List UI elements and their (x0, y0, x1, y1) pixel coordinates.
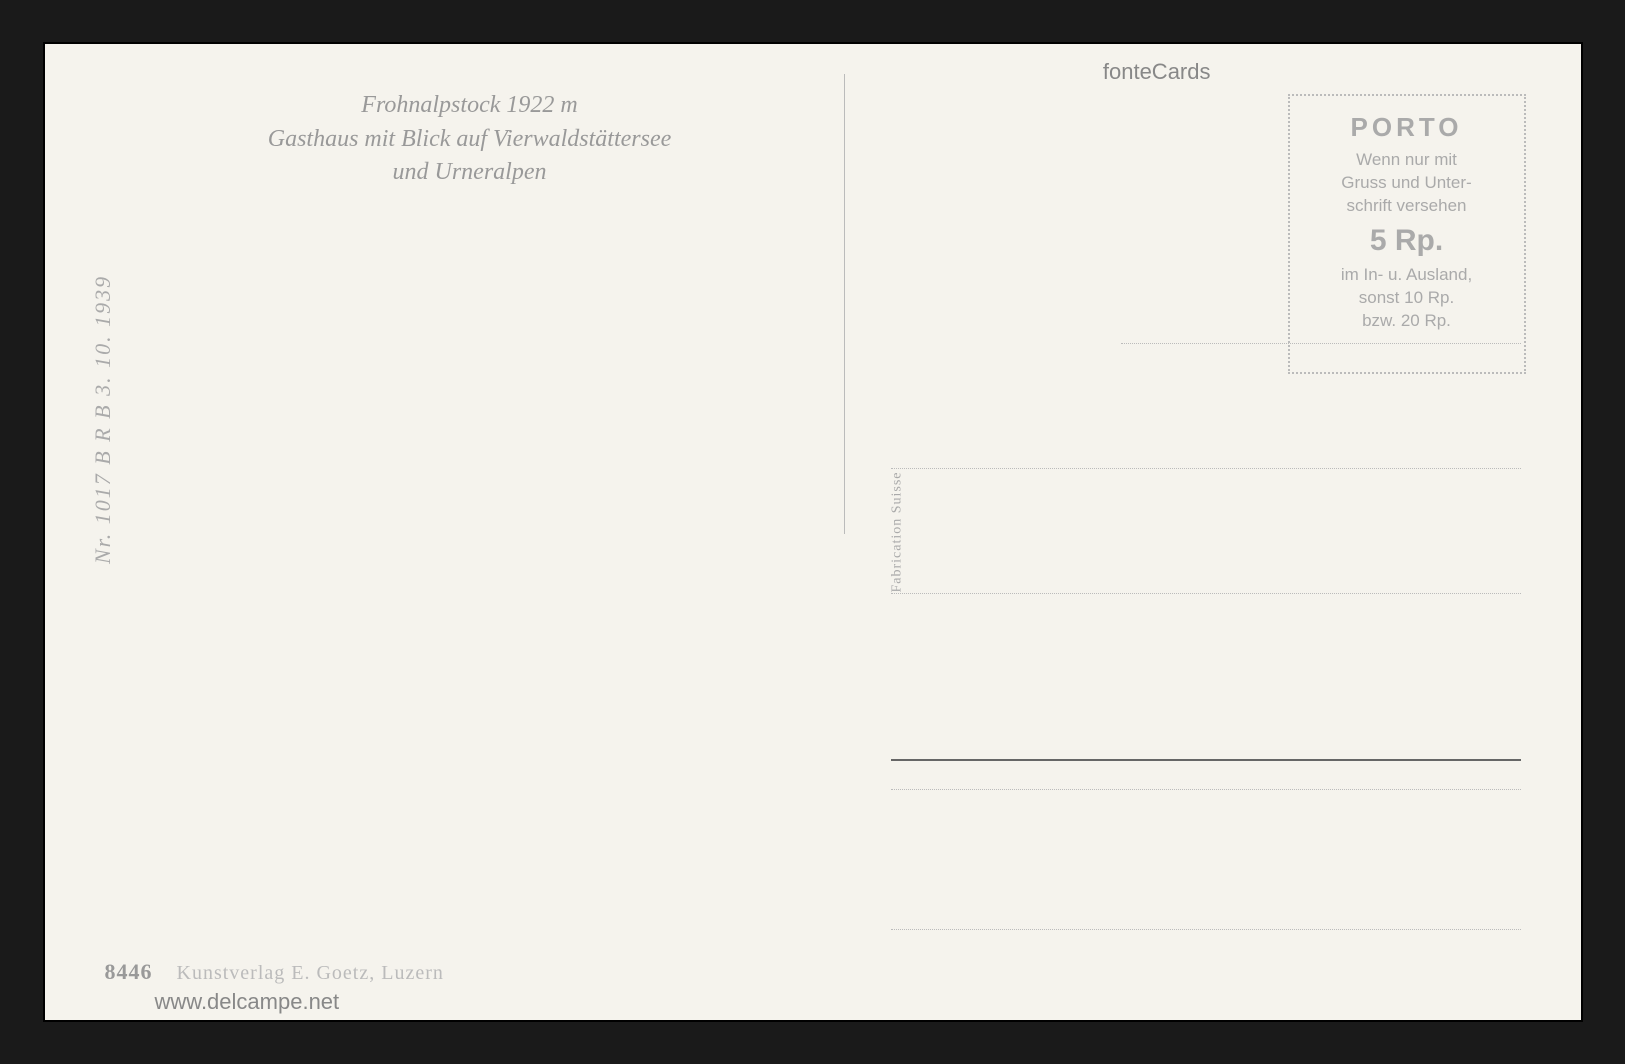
stamp-line-3: schrift versehen (1300, 195, 1514, 218)
address-line-2 (891, 419, 1521, 469)
dotted-rule-1 (891, 789, 1521, 790)
card-number: 8446 (105, 959, 153, 984)
title-line-2: Gasthaus mit Blick auf Vierwaldstätterse… (190, 123, 750, 157)
stamp-heading: PORTO (1300, 112, 1514, 143)
center-divider (844, 74, 845, 534)
address-area (891, 294, 1521, 669)
publisher-info: 8446 Kunstverlag E. Goetz, Luzern (105, 959, 444, 985)
watermark-top: fonteCards (1103, 59, 1211, 85)
title-line-3: und Urneralpen (190, 156, 750, 190)
stamp-line-2: Gruss und Unter- (1300, 172, 1514, 195)
title-block: Frohnalpstock 1922 m Gasthaus mit Blick … (190, 89, 750, 190)
publisher-name: Kunstverlag E. Goetz, Luzern (177, 962, 444, 984)
stamp-line-4: im In- u. Ausland, (1300, 264, 1514, 287)
solid-rule-1 (891, 759, 1521, 761)
postcard-back: fonteCards Frohnalpstock 1922 m Gasthaus… (43, 42, 1583, 1022)
stamp-line-1: Wenn nur mit (1300, 149, 1514, 172)
side-reference-text: Nr. 1017 B R B 3. 10. 1939 (90, 275, 116, 564)
watermark-bottom: www.delcampe.net (155, 989, 340, 1015)
title-line-1: Frohnalpstock 1922 m (190, 89, 750, 123)
stamp-rate: 5 Rp. (1300, 224, 1514, 258)
dotted-rule-2 (891, 929, 1521, 930)
address-line-1 (1121, 294, 1521, 344)
address-line-3 (891, 544, 1521, 594)
